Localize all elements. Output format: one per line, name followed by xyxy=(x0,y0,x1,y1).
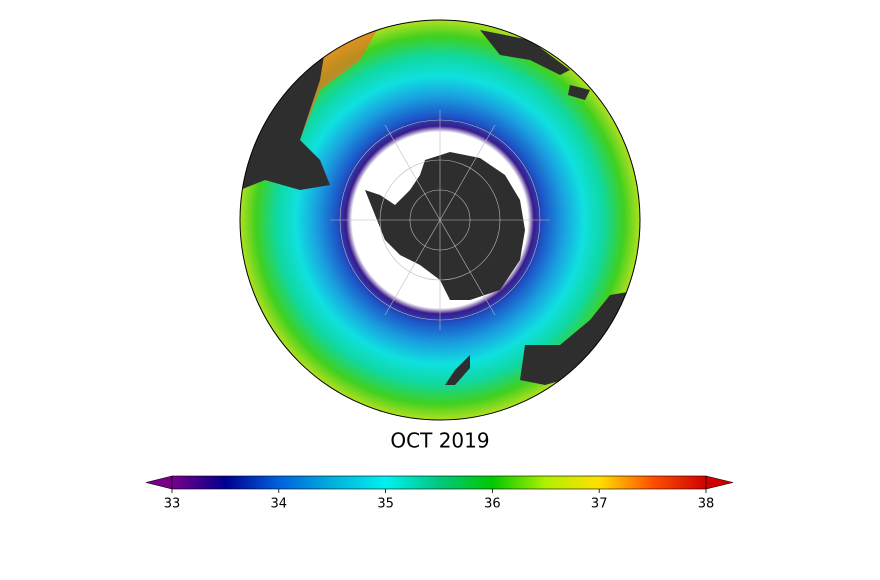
colorbar-over xyxy=(705,475,734,490)
colorbar-tick-label: 33 xyxy=(164,497,181,512)
map xyxy=(240,20,640,420)
colorbar-tick-label: 36 xyxy=(484,497,501,512)
map-title: OCT 2019 xyxy=(390,429,489,453)
map-frame xyxy=(239,19,641,421)
colorbar-tick-label: 37 xyxy=(591,497,608,512)
new-zealand xyxy=(445,355,470,385)
colorbar-body xyxy=(171,475,707,490)
colorbar-under xyxy=(145,475,173,490)
colorbar-tick-label: 34 xyxy=(271,497,288,512)
colorbar-tick-label: 38 xyxy=(698,497,715,512)
africa xyxy=(480,30,590,100)
antarctica xyxy=(365,152,525,300)
colorbar xyxy=(145,475,734,490)
colorbar-tick-label: 35 xyxy=(377,497,394,512)
graticule xyxy=(330,110,550,330)
